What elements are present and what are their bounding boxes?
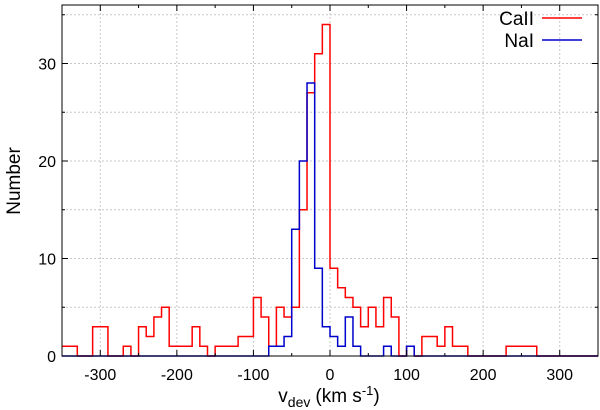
x-axis-label-subscript: dev (288, 394, 311, 410)
x-tick-label: -300 (84, 367, 116, 384)
y-tick-label: 30 (38, 57, 56, 74)
x-axis-label-main: v (278, 386, 288, 407)
x-tick-label: 300 (546, 367, 573, 384)
legend-label-caii: CaII (499, 9, 534, 30)
series-step-caii (62, 23, 598, 357)
y-tick-label: 20 (38, 154, 56, 171)
y-axis-label: Number (4, 147, 25, 215)
axis-ticks (62, 5, 598, 357)
x-axis-label-unit: (km s (315, 386, 361, 407)
y-tick-label: 10 (38, 252, 56, 269)
x-tick-label: 200 (470, 367, 497, 384)
x-axis-label-exponent: -1 (362, 383, 374, 398)
y-tick-label: 0 (47, 349, 56, 366)
x-tick-label: -200 (161, 367, 193, 384)
legend-label-nai: NaI (504, 31, 534, 52)
x-tick-label: -100 (237, 367, 269, 384)
x-axis-label-close: ) (373, 386, 379, 407)
x-tick-label: 0 (326, 367, 335, 384)
legend: CaII NaI (499, 9, 582, 52)
x-tick-label: 100 (393, 367, 420, 384)
tick-labels: -300 -200 -100 0 100 200 300 0 10 20 30 (38, 57, 573, 385)
x-axis-label: vdev (km s-1) (278, 383, 379, 410)
